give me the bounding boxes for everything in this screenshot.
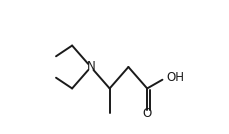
- Text: O: O: [142, 107, 151, 120]
- Text: OH: OH: [166, 71, 184, 84]
- Text: N: N: [86, 60, 95, 74]
